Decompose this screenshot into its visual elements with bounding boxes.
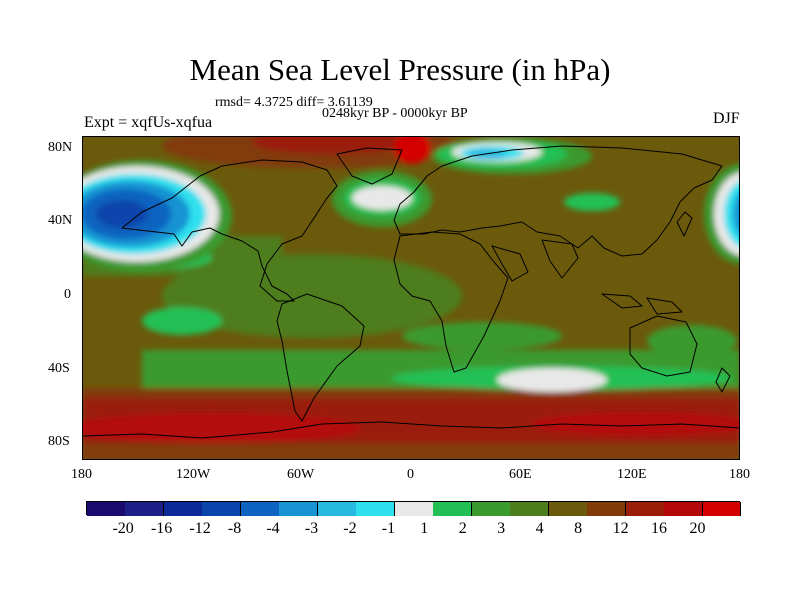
colorbar-label: -12 — [189, 520, 211, 537]
lon-label: 0 — [407, 467, 414, 482]
colorbar-label: 8 — [574, 520, 583, 537]
colorbar-label: 20 — [689, 520, 706, 537]
colorbar-label: -4 — [266, 520, 280, 537]
colorbar-swatch — [510, 502, 550, 516]
lat-label: 0 — [64, 287, 71, 302]
lat-label: 80N — [48, 140, 73, 155]
atlantic-low — [352, 186, 412, 210]
colorbar-swatch — [394, 502, 434, 516]
indonesia-coast — [601, 293, 683, 315]
tropical-patch — [647, 325, 737, 357]
map-frame — [82, 136, 740, 460]
colorbar-label: -20 — [112, 520, 134, 537]
colorbar-swatch — [202, 502, 242, 516]
lon-label: 180 — [729, 467, 750, 482]
lat-label: 40N — [48, 213, 73, 228]
lon-label: 120W — [176, 467, 211, 482]
south-asia-coast — [491, 239, 579, 282]
rmsd-diff-stats: rmsd= 4.3725 diff= 3.61139 — [215, 95, 373, 110]
arctic-high-core — [394, 136, 430, 164]
experiment-label: Expt = xqfUs-xqfua — [84, 114, 213, 131]
colorbar-swatch — [433, 502, 473, 516]
colorbar-swatch — [702, 502, 742, 516]
colorbar-label: -2 — [343, 520, 357, 537]
japan-coast — [676, 211, 693, 237]
arctic-high — [252, 136, 412, 154]
pressure-difference-map — [82, 136, 740, 460]
greenland-coast — [336, 147, 403, 185]
colorbar-swatch — [87, 502, 126, 516]
asia-green-patch — [564, 193, 620, 211]
colorbar-label: -16 — [150, 520, 173, 537]
southern-high-core — [532, 412, 740, 436]
colorbar-swatch — [625, 502, 665, 516]
colorbar-swatch — [356, 502, 396, 516]
coastlines — [82, 145, 740, 439]
tropical-patch — [142, 307, 222, 335]
time-period: 0248kyr BP - 0000kyr BP — [322, 106, 468, 121]
lat-label: 40S — [48, 361, 70, 376]
colorbar-swatch — [240, 502, 280, 516]
africa-coast — [393, 231, 509, 373]
colorbar-swatch — [125, 502, 165, 516]
tropical-patch — [402, 322, 562, 350]
colorbar-label: 2 — [458, 520, 467, 537]
colorbar-swatch — [587, 502, 627, 516]
north-pacific-low-wrap — [733, 192, 740, 236]
colorbar-swatch — [279, 502, 319, 516]
colorbar — [86, 501, 742, 516]
lon-label: 120E — [617, 467, 647, 482]
colorbar-label: 12 — [612, 520, 629, 537]
colorbar-label: 4 — [535, 520, 544, 537]
antarctica-coast — [82, 421, 740, 439]
north-america-coast — [121, 159, 338, 302]
colorbar-label: -8 — [227, 520, 242, 537]
southern-low-center — [497, 368, 607, 392]
colorbar-swatch — [664, 502, 704, 516]
lon-label: 60W — [287, 467, 315, 482]
australia-coast — [629, 315, 698, 377]
colorbar-label: 1 — [420, 520, 429, 537]
colorbar-swatch — [163, 502, 203, 516]
map-title: Mean Sea Level Pressure (in hPa) — [189, 52, 611, 87]
lon-label: 180 — [71, 467, 92, 482]
colorbar-label: 3 — [497, 520, 506, 537]
lat-label: 80S — [48, 434, 70, 449]
southern-high-core — [82, 413, 362, 443]
north-pacific-low — [96, 200, 148, 228]
eurasia-coast — [393, 145, 723, 257]
south-america-coast — [276, 293, 365, 422]
season-label: DJF — [713, 110, 740, 127]
colorbar-swatch — [548, 502, 588, 516]
colorbar-label: 16 — [651, 520, 668, 537]
colorbar-swatch — [471, 502, 511, 516]
colorbar-label: -3 — [304, 520, 319, 537]
north-pacific-low-wrap — [724, 181, 740, 247]
lon-label: 60E — [509, 467, 532, 482]
colorbar-swatch — [317, 502, 357, 516]
new-zealand-coast — [715, 367, 731, 393]
colorbar-label: -1 — [381, 520, 396, 537]
